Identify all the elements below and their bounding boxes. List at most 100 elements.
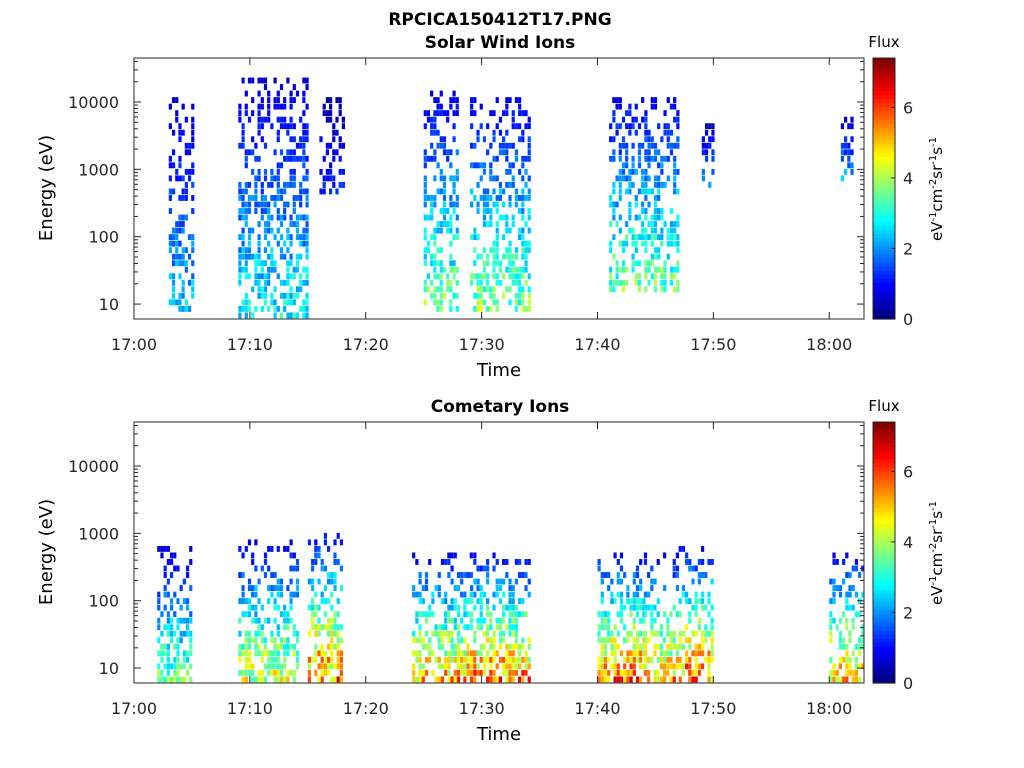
heatmap-cell [276,545,280,552]
heatmap-cell [505,286,509,293]
heatmap-cell [597,624,601,631]
heatmap-cell [632,637,636,644]
heatmap-cell [305,214,309,221]
heatmap-cell [160,669,164,676]
colorbar-segment [873,286,895,292]
heatmap-cell [241,591,245,598]
heatmap-cell [707,591,711,598]
heatmap-cell [644,149,648,156]
heatmap-cell [492,110,496,117]
heatmap-cell [492,188,496,195]
heatmap-cell [845,604,849,611]
heatmap-cell [305,266,309,273]
heatmap-cell [597,565,601,572]
heatmap-cell [460,578,464,585]
heatmap-cell [317,604,321,611]
heatmap-cell [241,201,245,208]
heatmap-cell [440,598,445,605]
heatmap-cell [616,676,620,683]
heatmap-cell [710,676,714,683]
heatmap-cell [433,227,437,234]
heatmap-cell [431,611,435,618]
colorbar-frame [872,421,896,684]
heatmap-cell [263,84,268,90]
heatmap-cell [456,604,461,611]
heatmap-cell [166,545,170,552]
heatmap-cell [299,273,303,280]
heatmap-cell [283,305,287,312]
heatmap-cell [299,155,303,162]
heatmap-cell [838,617,843,624]
heatmap-cell [473,578,477,585]
heatmap-cell [653,227,658,234]
heatmap-cell [173,630,177,637]
heatmap-cell [270,585,274,591]
heatmap-cell [514,604,519,611]
heatmap-cell [254,585,258,591]
heatmap-cell [333,578,337,585]
heatmap-cell [428,650,432,657]
heatmap-cell [637,149,642,156]
heatmap-cell [463,598,467,605]
heatmap-cell [166,630,170,637]
heatmap-cell [615,123,619,130]
heatmap-cell [267,617,271,624]
heatmap-cell [283,656,287,663]
heatmap-cell [317,630,321,637]
heatmap-cell [681,591,686,598]
heatmap-cell [302,155,306,162]
heatmap-cell [267,656,271,663]
heatmap-cell [299,142,303,149]
heatmap-cell [678,643,682,650]
heatmap-cell [660,214,664,221]
heatmap-cell [634,168,638,175]
heatmap-cell [289,299,293,306]
heatmap-cell [437,572,441,578]
heatmap-cell [482,247,487,254]
heatmap-cell [479,273,483,280]
heatmap-cell [424,630,429,637]
heatmap-cell [650,155,654,162]
heatmap-cell [701,572,705,578]
heatmap-cell [678,637,682,644]
heatmap-cell [171,286,176,293]
heatmap-cell [641,188,645,195]
heatmap-cell [612,155,616,162]
heatmap-cell [286,669,290,676]
heatmap-cell [433,240,437,247]
heatmap-cell [244,656,248,663]
heatmap-cell [238,142,242,149]
heatmap-cell [647,669,651,676]
heatmap-cell [486,637,490,644]
heatmap-cell [289,97,293,104]
heatmap-cell [647,155,651,162]
heatmap-cell [302,240,306,247]
heatmap-cell [449,175,453,182]
heatmap-cell [447,650,451,657]
heatmap-cell [835,669,839,676]
heatmap-cell [247,208,252,214]
heatmap-cell [185,604,190,611]
heatmap-cell [470,273,474,280]
heatmap-cell [673,175,677,182]
heatmap-cell [244,188,248,195]
heatmap-cell [704,630,708,637]
heatmap-cell [470,676,474,683]
heatmap-cell [838,643,843,650]
heatmap-cell [305,292,309,299]
heatmap-cell [322,188,326,195]
heatmap-cell [286,227,290,234]
heatmap-cell [618,149,622,156]
heatmap-cell [447,663,451,670]
heatmap-cell [676,240,680,247]
heatmap-cell [644,234,648,241]
heatmap-cell [283,201,287,208]
heatmap-cell [835,559,839,565]
heatmap-cell [657,123,661,130]
heatmap-cell [184,149,188,156]
heatmap-cell [292,669,296,676]
heatmap-cell [335,116,339,123]
heatmap-cell [279,669,284,676]
heatmap-cell [619,591,624,598]
heatmap-cell [325,97,329,104]
